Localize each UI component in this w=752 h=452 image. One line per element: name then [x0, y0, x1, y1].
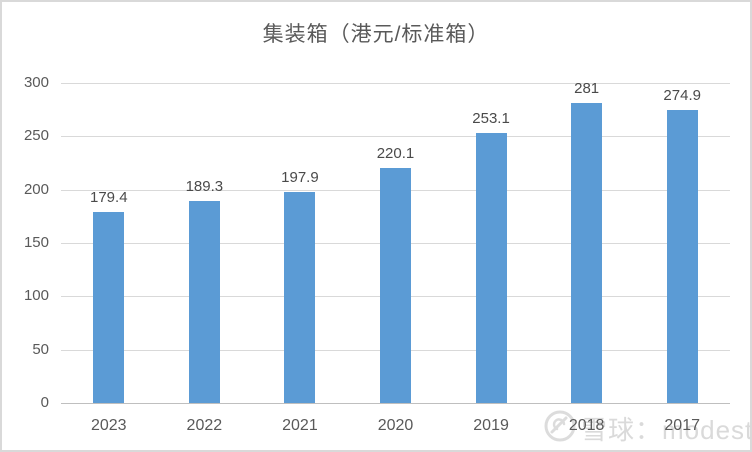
bar — [475, 133, 507, 403]
bar-value-label: 179.4 — [90, 188, 128, 206]
x-axis-tick-label: 2018 — [568, 417, 605, 434]
x-axis-tick-label: 2022 — [186, 417, 223, 434]
y-axis-tick-label: 150 — [23, 234, 49, 251]
x-axis-tick-label: 2017 — [664, 417, 700, 434]
watermark-text: 雪球：modest_ — [581, 415, 752, 445]
bar-value-label: 189.3 — [185, 178, 224, 196]
x-axis-line — [61, 403, 730, 404]
bar-value-label: 253.1 — [472, 110, 510, 128]
x-axis-tick-label: 2021 — [282, 417, 318, 434]
bar — [188, 201, 220, 403]
y-axis-tick-label: 200 — [23, 180, 49, 198]
bar-value-label: 274.9 — [663, 86, 701, 104]
y-axis-tick-label: 100 — [23, 287, 49, 305]
x-axis-tick-label: 2023 — [90, 417, 127, 434]
y-axis-tick-label: 50 — [32, 340, 49, 358]
bar — [666, 109, 698, 403]
watermark: 雪球：modest_ — [543, 409, 752, 448]
y-axis-tick-label: 0 — [40, 394, 49, 411]
bar-value-label: 197.9 — [281, 168, 319, 186]
gridline — [61, 83, 730, 84]
x-axis-tick-label: 2019 — [473, 417, 509, 434]
y-axis-tick-label: 300 — [23, 74, 49, 91]
bar — [571, 103, 603, 403]
bar — [284, 191, 316, 403]
gridline — [61, 136, 730, 138]
bar — [93, 211, 125, 403]
bar-value-label: 281 — [574, 80, 600, 98]
x-axis-tick-label: 2020 — [377, 417, 414, 434]
bar-value-label: 220.1 — [376, 145, 415, 163]
y-axis-tick-label: 250 — [23, 127, 49, 145]
bar — [380, 168, 411, 403]
chart-title: 集装箱（港元/标准箱） — [262, 23, 490, 46]
xueqiu-snowball-logo-icon — [543, 409, 577, 448]
